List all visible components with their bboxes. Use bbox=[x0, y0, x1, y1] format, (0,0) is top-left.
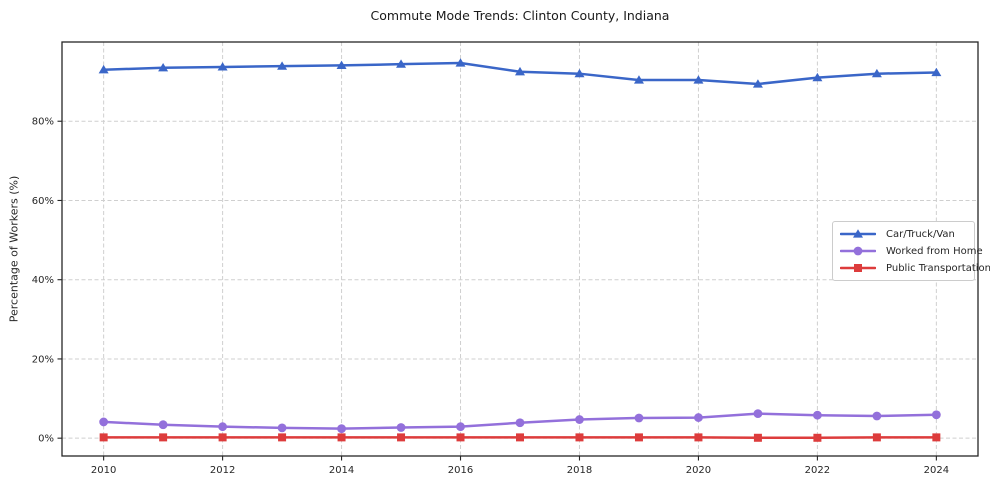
square-marker bbox=[813, 433, 822, 442]
axis-ticks: 0% 20% 40% 60% 80% 2010 2012 2014 2016 2018 2020 20… bbox=[32, 117, 949, 476]
x-tick-label: 2020 bbox=[686, 465, 711, 476]
circle-marker bbox=[694, 413, 703, 422]
circle-marker bbox=[99, 417, 109, 427]
square-marker bbox=[932, 433, 941, 442]
series-worked-from-home bbox=[99, 409, 941, 434]
triangle-marker bbox=[396, 59, 407, 68]
triangle-marker bbox=[931, 67, 942, 77]
triangle-marker bbox=[871, 68, 882, 78]
square-marker bbox=[159, 433, 168, 442]
square-marker bbox=[337, 433, 346, 442]
circle-marker bbox=[753, 409, 763, 419]
square-marker bbox=[516, 433, 524, 442]
square-marker bbox=[872, 433, 881, 442]
circle-marker bbox=[634, 413, 644, 423]
legend-label: Worked from Home bbox=[886, 245, 983, 257]
x-tick-label: 2018 bbox=[567, 465, 592, 476]
circle-marker bbox=[218, 422, 227, 432]
chart-title: Commute Mode Trends: Clinton County, Ind… bbox=[370, 8, 670, 23]
series-public-transportation bbox=[99, 433, 941, 442]
legend-sample-marker bbox=[854, 264, 862, 272]
circle-marker bbox=[515, 418, 525, 428]
y-tick-label: 40% bbox=[32, 275, 54, 286]
legend-label: Car/Truck/Van bbox=[886, 228, 955, 240]
square-marker bbox=[99, 433, 108, 442]
square-marker bbox=[456, 433, 465, 442]
circle-marker bbox=[872, 411, 882, 421]
line-square-marker-icon bbox=[840, 264, 876, 272]
legend-item-worked-from-home: Worked from Home bbox=[840, 244, 983, 258]
circle-marker bbox=[931, 410, 941, 420]
square-marker bbox=[634, 433, 643, 442]
triangle-marker bbox=[574, 68, 585, 78]
triangle-marker bbox=[98, 64, 109, 74]
triangle-marker bbox=[812, 72, 823, 82]
circle-marker bbox=[813, 410, 822, 420]
x-tick-label: 2012 bbox=[210, 465, 235, 476]
triangle-marker bbox=[217, 62, 228, 71]
square-marker bbox=[278, 433, 287, 442]
line-triangle-marker-icon bbox=[840, 229, 876, 238]
y-tick-label: 0% bbox=[38, 434, 54, 445]
legend: Car/Truck/Van Worked from Home Public Tr… bbox=[832, 221, 990, 281]
circle-marker bbox=[277, 423, 287, 433]
y-tick-label: 20% bbox=[32, 354, 54, 365]
series-car-truck-van bbox=[98, 58, 942, 88]
square-marker bbox=[218, 433, 227, 442]
legend-label: Public Transportation bbox=[886, 262, 990, 274]
legend-item-public-transportation: Public Transportation bbox=[840, 261, 990, 275]
triangle-marker bbox=[693, 75, 704, 84]
square-marker bbox=[575, 433, 584, 442]
triangle-marker bbox=[277, 61, 288, 70]
line-circle-marker-icon bbox=[840, 246, 876, 256]
x-tick-label: 2010 bbox=[91, 465, 116, 476]
circle-marker bbox=[158, 420, 168, 430]
legend-sample-marker bbox=[853, 246, 863, 256]
square-marker bbox=[753, 433, 762, 442]
plot-border bbox=[61, 41, 979, 457]
square-marker bbox=[397, 433, 406, 442]
circle-marker bbox=[337, 424, 346, 434]
square-marker bbox=[694, 433, 703, 442]
x-tick-label: 2014 bbox=[329, 465, 354, 476]
x-tick-label: 2024 bbox=[924, 465, 949, 476]
circle-marker bbox=[575, 415, 584, 424]
triangle-marker bbox=[633, 75, 644, 84]
x-tick-label: 2016 bbox=[448, 465, 473, 476]
y-tick-label: 60% bbox=[32, 196, 54, 207]
triangle-marker bbox=[158, 62, 169, 72]
triangle-marker bbox=[455, 58, 466, 67]
legend-item-car-truck-van: Car/Truck/Van bbox=[840, 227, 968, 241]
circle-marker bbox=[456, 422, 465, 432]
triangle-marker bbox=[515, 66, 525, 76]
x-tick-label: 2022 bbox=[805, 465, 830, 476]
circle-marker bbox=[396, 423, 406, 432]
triangle-marker bbox=[336, 60, 347, 69]
legend-sample-marker bbox=[853, 229, 863, 238]
y-tick-label: 80% bbox=[32, 117, 54, 128]
triangle-marker bbox=[752, 79, 763, 88]
